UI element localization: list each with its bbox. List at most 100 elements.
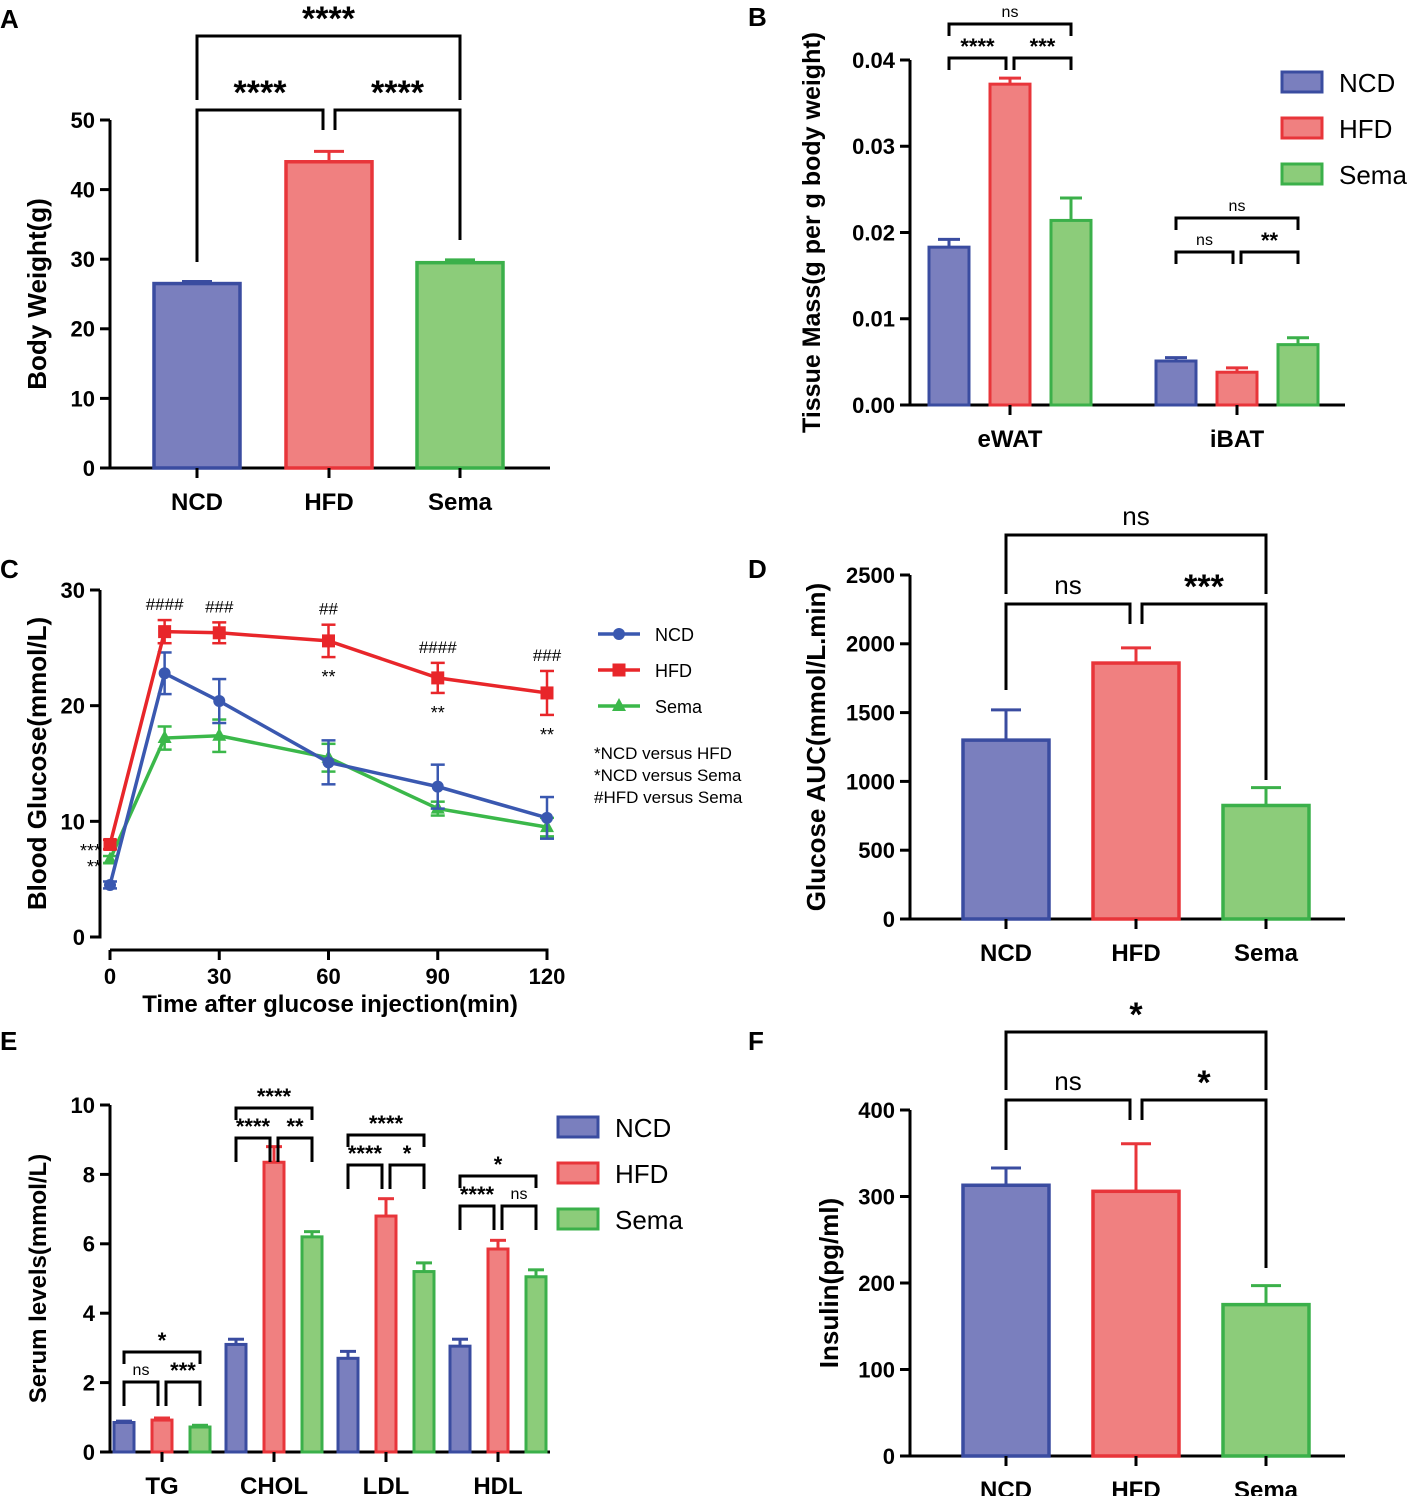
x-axis-tick-label-sema: Sema [1234, 940, 1299, 967]
bar-tg-hfd [150, 1418, 174, 1454]
y-axis-title: Insulin(pg/ml) [814, 1198, 844, 1368]
y-axis: 0 10 20 30 [61, 578, 102, 950]
bar-hdl-ncd [448, 1344, 472, 1454]
start-annotation: *** [80, 841, 101, 861]
x-axis-tick-label: 30 [207, 964, 231, 989]
bar-hfd [1091, 661, 1181, 921]
bar-chol-hfd [262, 1160, 286, 1454]
significance-ldl-hfd-vs-sema: * [388, 1141, 426, 1189]
significance-chol-ncd-vs-sema: **** [234, 1084, 314, 1120]
y-axis-tick-label: 0 [83, 1440, 95, 1465]
legend-swatch-ncd [1280, 70, 1324, 94]
significance-label: **** [960, 34, 995, 59]
x-axis-tick-label-hfd: HFD [1111, 1477, 1160, 1496]
x-axis-tick-label-ldl: LDL [363, 1473, 410, 1496]
data-point-ncd [322, 756, 335, 769]
data-point-hfd [158, 625, 172, 639]
significance-label: *** [1030, 34, 1056, 59]
y-axis-tick-label: 0 [83, 456, 95, 481]
significance-bracket-line [276, 1136, 314, 1162]
x-axis-tick-label-tg: TG [145, 1473, 178, 1496]
series-line-ncd [108, 670, 548, 886]
significance-ibat-ncd-vs-sema: ns [1174, 198, 1300, 230]
significance-label: ns [1002, 4, 1019, 21]
y-axis-title: Blood Glucose(mmol/L) [22, 617, 52, 910]
bar-ldl-sema [412, 1270, 436, 1454]
panel-letter: F [748, 1026, 764, 1056]
comparison-note: #HFD versus Sema [594, 788, 743, 807]
y-axis: 0 500 1000 1500 2000 2500 [846, 563, 912, 932]
x-axis-tick-label: 120 [529, 964, 566, 989]
bar-ldl-ncd [336, 1356, 360, 1454]
bar-ncd [152, 281, 242, 470]
significance-chol-ncd-vs-hfd: **** [234, 1114, 272, 1162]
significance-bracket-line [458, 1174, 538, 1188]
significance-bracket-line [1004, 1030, 1268, 1090]
x-axis-tick-label-hdl: HDL [473, 1473, 522, 1496]
significance-hdl-ncd-vs-sema: * [458, 1152, 538, 1188]
panel-d: D 0 500 1000 1500 2000 2500 Glucose AUC(mmol/L.… [748, 501, 1345, 967]
significance-bracket-line [1140, 602, 1268, 780]
significance-label: **** [302, 0, 356, 38]
x-axis-tick-label-hfd: HFD [304, 489, 353, 516]
star-annotation: ** [321, 667, 335, 687]
significance-label: **** [348, 1141, 383, 1166]
significance-bracket-line [1239, 250, 1300, 264]
significance-label: ns [1054, 1066, 1081, 1096]
legend-swatch-sema [556, 1207, 600, 1231]
significance-bracket-line [1004, 602, 1132, 690]
significance-label: ns [1054, 570, 1081, 600]
legend-label-sema: Sema [1339, 160, 1407, 190]
data-point-hfd [103, 837, 117, 851]
y-axis-tick-label: 0.02 [852, 220, 895, 245]
legend-label-hfd: HFD [1339, 114, 1392, 144]
y-axis-tick-label: 0 [883, 1444, 895, 1469]
y-axis-title: Serum levels(mmol/L) [25, 1154, 52, 1403]
bar-ewat-sema [1049, 218, 1093, 407]
legend-marker-hfd [612, 663, 626, 677]
legend-swatch-ncd [556, 1115, 600, 1139]
bar-tg-ncd [112, 1421, 136, 1454]
x-axis-tick-label-chol: CHOL [240, 1473, 308, 1496]
bar-ncd [961, 738, 1051, 921]
significance-label: *** [1184, 568, 1224, 606]
legend-label-ncd: NCD [615, 1113, 671, 1143]
legend-marker-sema [612, 698, 626, 711]
y-axis-tick-label: 50 [71, 108, 95, 133]
x-axis-tick-label: 90 [426, 964, 450, 989]
significance-bracket-line [195, 34, 462, 100]
data-point-ncd [431, 780, 444, 793]
significance-bracket-line [1140, 1098, 1268, 1268]
significance-ewat-ncd-vs-hfd: **** [947, 34, 1008, 70]
significance-tg-hfd-vs-sema: *** [164, 1358, 202, 1406]
bar-sema [1221, 803, 1311, 921]
bar-chol-sema [300, 1235, 324, 1454]
series-ncd [103, 651, 554, 891]
y-axis-tick-label: 20 [71, 317, 95, 342]
bar-ewat-hfd [988, 82, 1032, 407]
significance-ncd-vs-sema: **** [195, 0, 462, 100]
bar-sema [1221, 1302, 1311, 1458]
bar-hdl-sema [524, 1275, 548, 1454]
legend-label-hfd: HFD [655, 661, 692, 681]
y-axis-tick-label: 10 [71, 1093, 95, 1118]
bar-sema [415, 260, 505, 470]
y-axis-tick-label: 30 [71, 247, 95, 272]
panel-letter: A [0, 4, 19, 34]
significance-label: * [1129, 996, 1143, 1034]
y-axis-tick-label: 0.04 [852, 48, 896, 73]
significance-ewat-hfd-vs-sema: *** [1012, 34, 1073, 70]
significance-hfd-vs-sema: * [1140, 1064, 1268, 1268]
legend-label-ncd: NCD [655, 625, 694, 645]
significance-ncd-vs-sema: * [1004, 996, 1268, 1090]
significance-bracket-line [1004, 533, 1268, 594]
y-axis-tick-label: 2000 [846, 632, 895, 657]
significance-bracket-line [122, 1350, 202, 1364]
legend-marker-ncd [613, 628, 625, 640]
significance-ibat-hfd-vs-sema: ** [1239, 228, 1300, 264]
comparison-note: *NCD versus Sema [594, 766, 742, 785]
y-axis-tick-label: 40 [71, 178, 95, 203]
panel-letter: B [748, 2, 767, 32]
significance-bracket-line [164, 1380, 202, 1406]
x-axis-tick-label-ncd: NCD [980, 1477, 1032, 1496]
